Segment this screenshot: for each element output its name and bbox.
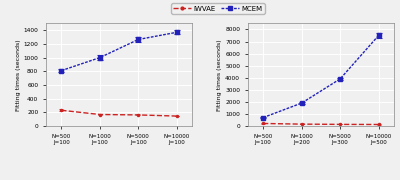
Y-axis label: Fitting times (seconds): Fitting times (seconds)	[16, 39, 21, 111]
Legend: IWVAE, MCEM: IWVAE, MCEM	[171, 3, 265, 14]
Y-axis label: Fitting times (seconds): Fitting times (seconds)	[217, 39, 222, 111]
